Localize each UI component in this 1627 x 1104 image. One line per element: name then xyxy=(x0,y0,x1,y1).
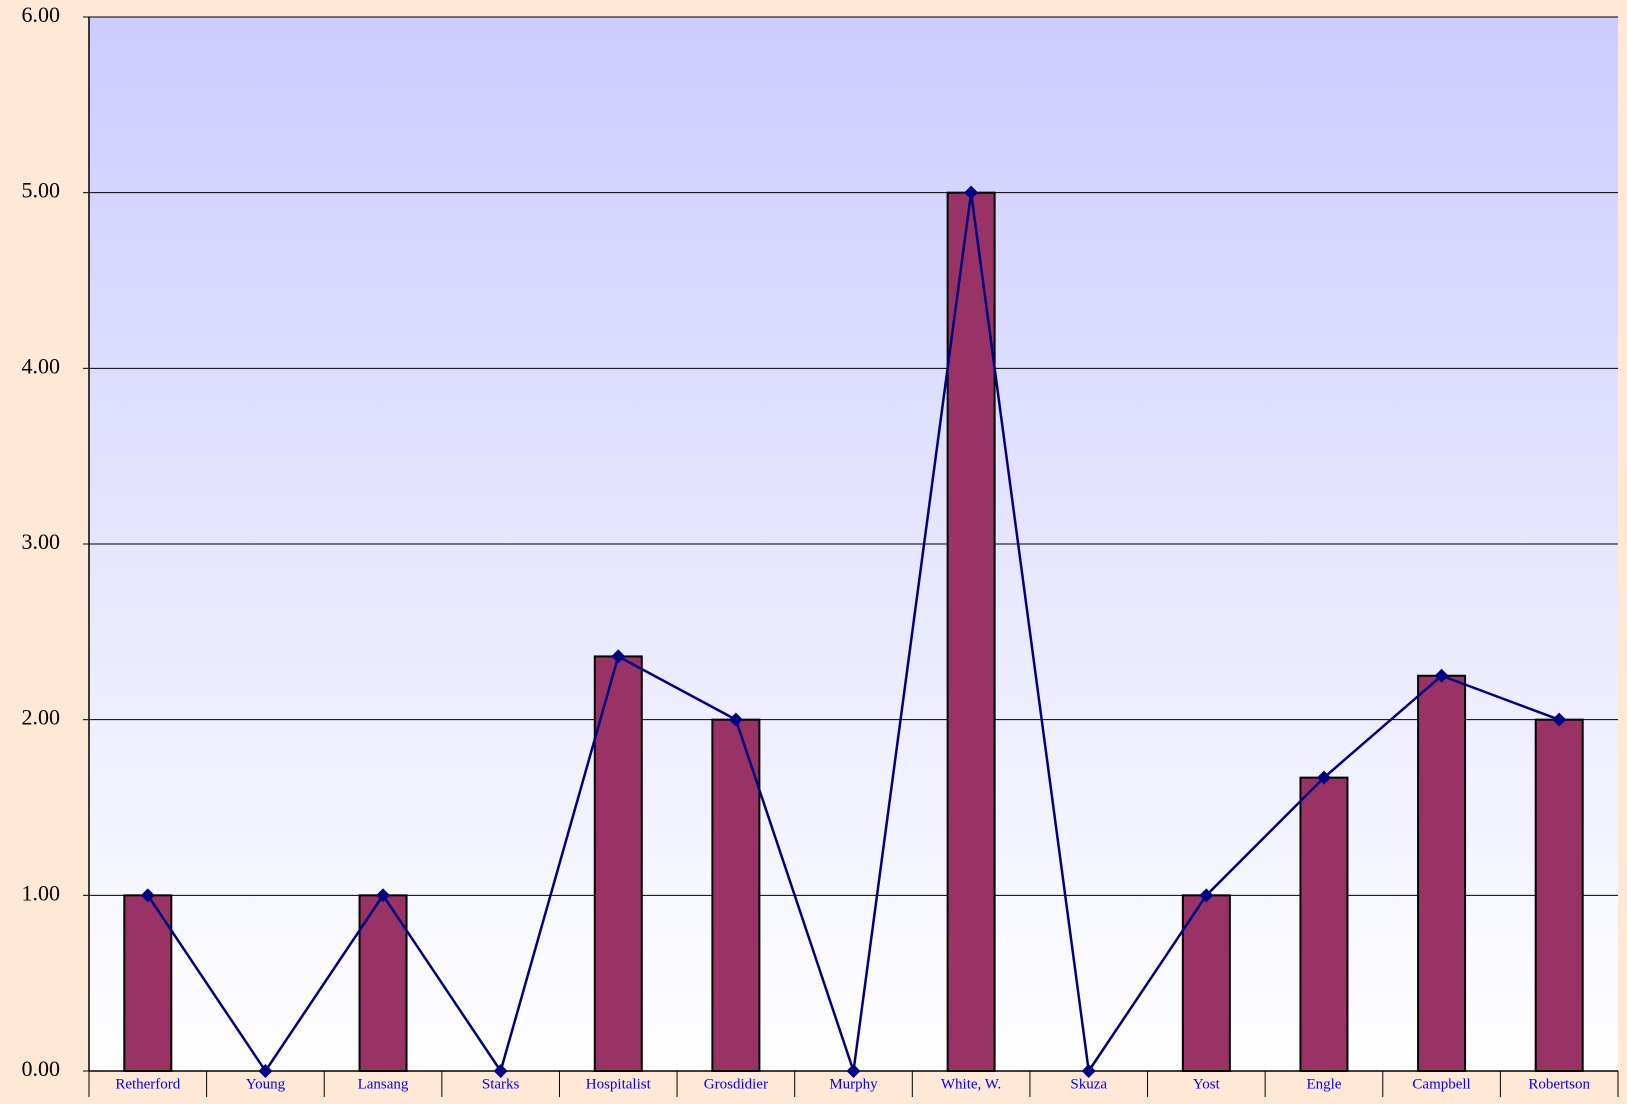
line-point-marker xyxy=(258,1064,273,1078)
x-category-label: Yost xyxy=(1193,1076,1221,1092)
line-point-marker xyxy=(1552,712,1567,727)
y-axis-tick-labels: 0.00 1.00 2.00 3.00 4.00 5.00 6.00 xyxy=(22,2,61,1081)
x-category-label: Grosdidier xyxy=(704,1076,768,1092)
line-point-marker xyxy=(1316,770,1331,785)
y-tick-label: 3.00 xyxy=(22,529,61,554)
x-category-label: Engle xyxy=(1306,1076,1341,1092)
x-category-label: Starks xyxy=(482,1076,520,1092)
line-point-marker xyxy=(1199,888,1214,903)
bar xyxy=(1299,776,1349,1072)
line-point-marker xyxy=(846,1064,861,1078)
line-point-marker xyxy=(376,888,391,903)
y-tick-label: 0.00 xyxy=(22,1056,61,1081)
y-tick-label: 4.00 xyxy=(22,353,61,378)
y-tick-label: 2.00 xyxy=(22,705,61,730)
line-point-marker xyxy=(964,185,979,200)
x-category-label: Hospitalist xyxy=(586,1076,652,1092)
category-axis: Retherford Young Lansang Starks Hospitalist G… xyxy=(88,1071,1619,1097)
line-point-marker xyxy=(1434,668,1449,683)
x-category-label: Skuza xyxy=(1070,1076,1107,1092)
line-point-marker xyxy=(1081,1064,1096,1078)
line-point-marker xyxy=(611,649,626,664)
y-tick-label: 1.00 xyxy=(22,880,61,905)
bar xyxy=(1417,674,1467,1072)
line-series xyxy=(140,185,1567,1078)
x-category-label: Campbell xyxy=(1412,1076,1470,1092)
line-point-marker xyxy=(140,888,155,903)
y-tick-label: 5.00 xyxy=(22,178,61,203)
x-category-label: Young xyxy=(246,1076,286,1092)
x-category-label: Murphy xyxy=(829,1076,878,1092)
x-category-label: Lansang xyxy=(358,1076,409,1092)
bar-series xyxy=(123,191,1584,1073)
gridlines xyxy=(83,16,1618,1072)
x-category-label: Retherford xyxy=(115,1076,180,1092)
x-category-label: Robertson xyxy=(1528,1076,1590,1092)
x-category-label: White, W. xyxy=(941,1076,1001,1092)
line-point-marker xyxy=(728,712,743,727)
bar xyxy=(1181,894,1231,1072)
bar xyxy=(1534,718,1584,1073)
bar xyxy=(946,191,996,1072)
y-tick-label: 6.00 xyxy=(22,2,61,27)
line-point-marker xyxy=(493,1064,508,1078)
bar xyxy=(711,718,761,1073)
